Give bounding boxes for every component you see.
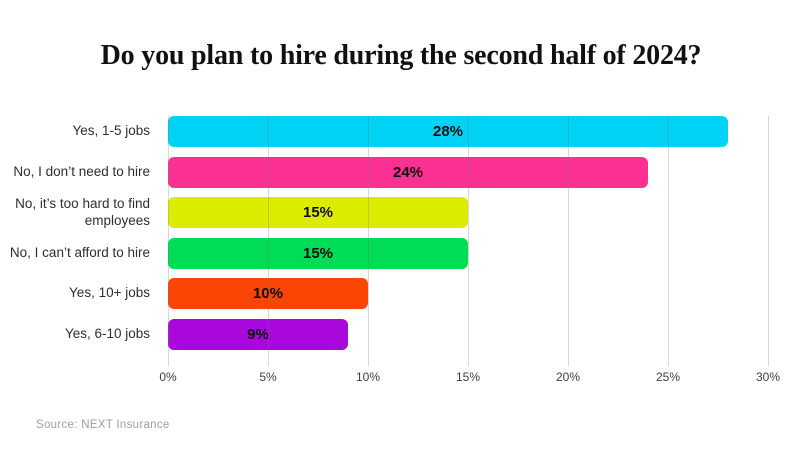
bar-row: No, it’s too hard to find employees 15% [0,195,802,228]
bar-chart: Yes, 1-5 jobs 28% No, I don’t need to hire… [0,116,802,406]
bar-value-label: 15% [302,204,334,221]
category-label: No, I can’t afford to hire [9,245,150,261]
chart-title: Do you plan to hire during the second ha… [100,40,702,71]
x-tick-label: 0% [159,370,177,384]
bar-value-label: 24% [392,164,424,181]
bar: 10% [168,278,368,309]
bar: 9% [168,319,348,350]
bar: 24% [168,157,648,188]
bar-value-label: 15% [302,245,334,262]
x-tick-label: 25% [655,370,681,384]
bar-row: No, I can’t afford to hire 15% [0,238,802,269]
x-tick-label: 5% [259,370,277,384]
category-label: No, I don’t need to hire [13,164,150,180]
bar-row: No, I don’t need to hire 24% [0,157,802,188]
x-tick-label: 15% [455,370,481,384]
bar-value-label: 9% [247,326,269,343]
bar-row: Yes, 10+ jobs 10% [0,278,802,309]
bar: 15% [168,197,468,228]
bar: 28% [168,116,728,147]
category-label: Yes, 1-5 jobs [72,123,150,139]
x-tick-label: 10% [355,370,381,384]
bar-value-label: 10% [252,285,284,302]
source-attribution: Source: NEXT Insurance [36,419,170,431]
category-label: Yes, 6-10 jobs [64,326,150,342]
bar-value-label: 28% [432,123,464,140]
bar-row: Yes, 1-5 jobs 28% [0,116,802,147]
x-tick-label: 30% [755,370,781,384]
bar: 15% [168,238,468,269]
category-label: Yes, 10+ jobs [69,285,150,301]
x-tick-label: 20% [555,370,581,384]
bar-row: Yes, 6-10 jobs 9% [0,319,802,350]
category-label: No, it’s too hard to find employees [15,195,150,228]
